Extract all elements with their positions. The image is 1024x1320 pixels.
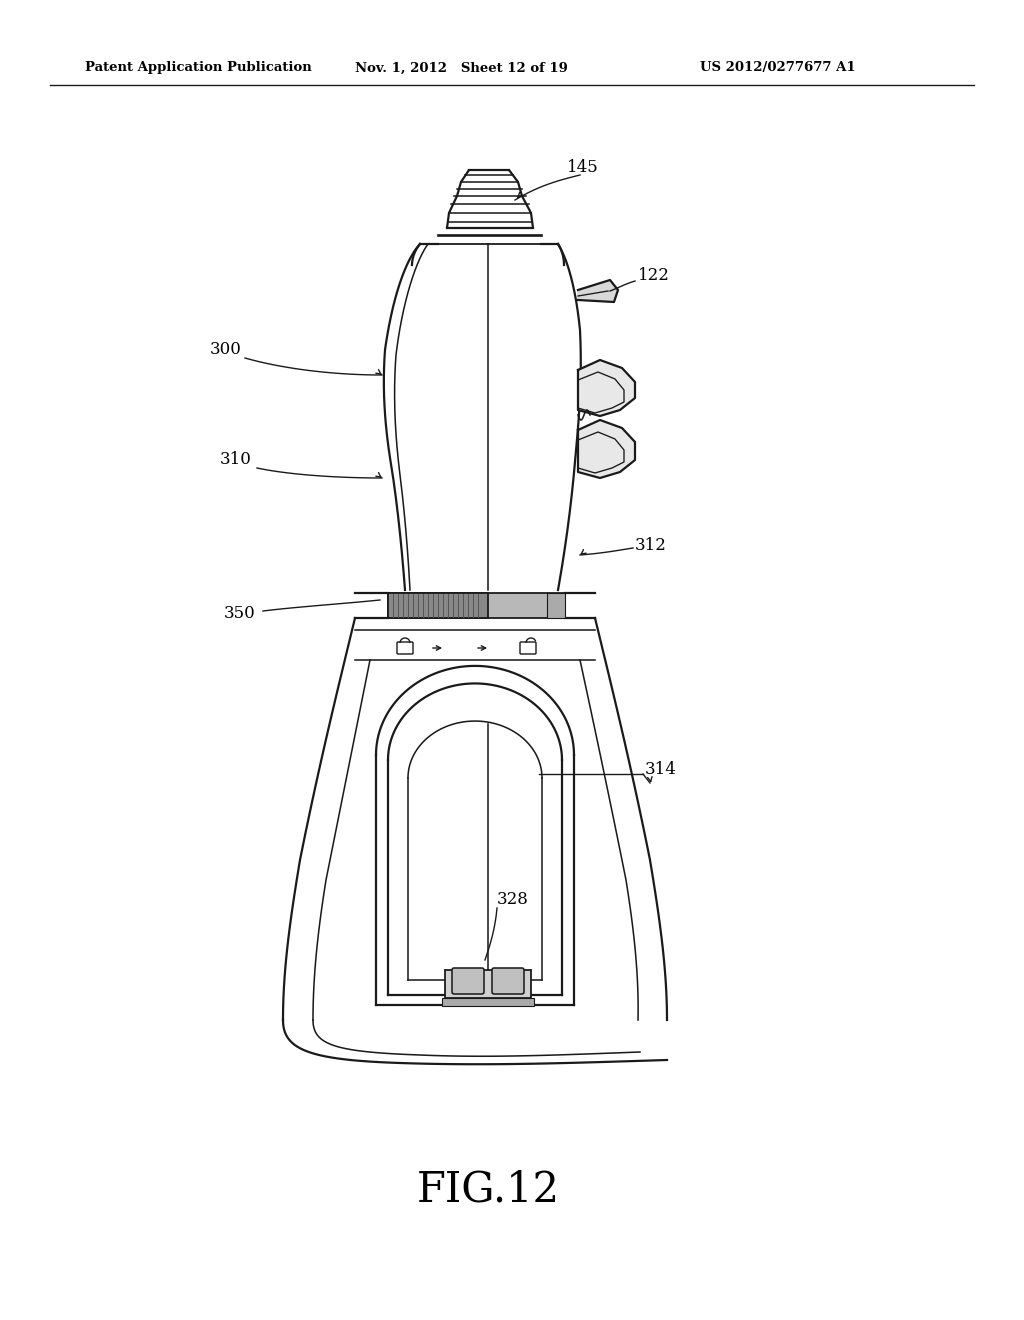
Text: Nov. 1, 2012   Sheet 12 of 19: Nov. 1, 2012 Sheet 12 of 19 <box>355 62 568 74</box>
Text: 300: 300 <box>210 342 242 359</box>
Text: 350: 350 <box>224 605 256 622</box>
Text: 312: 312 <box>635 536 667 553</box>
FancyBboxPatch shape <box>397 642 413 653</box>
Bar <box>547 593 565 618</box>
Text: 310: 310 <box>220 451 252 469</box>
Text: 145: 145 <box>567 160 599 177</box>
FancyBboxPatch shape <box>492 968 524 994</box>
Polygon shape <box>578 420 635 478</box>
Text: US 2012/0277677 A1: US 2012/0277677 A1 <box>700 62 856 74</box>
Text: Patent Application Publication: Patent Application Publication <box>85 62 311 74</box>
Bar <box>445 970 531 998</box>
Text: 328: 328 <box>497 891 528 908</box>
Bar <box>388 593 565 618</box>
Bar <box>388 593 488 618</box>
Text: FIG.12: FIG.12 <box>417 1170 559 1210</box>
Text: 314: 314 <box>645 762 677 779</box>
Polygon shape <box>578 280 618 302</box>
Text: 122: 122 <box>638 267 670 284</box>
FancyBboxPatch shape <box>520 642 536 653</box>
FancyBboxPatch shape <box>452 968 484 994</box>
Bar <box>442 998 534 1006</box>
Polygon shape <box>578 360 635 416</box>
